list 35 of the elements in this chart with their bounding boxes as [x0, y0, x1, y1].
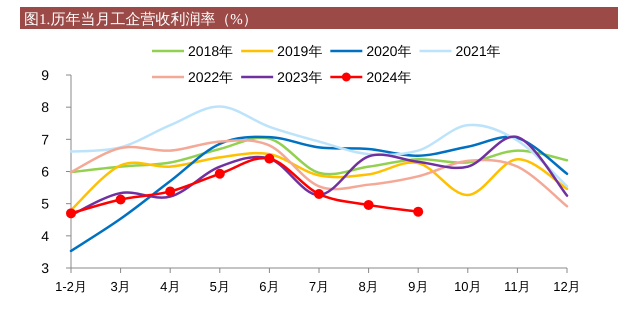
x-tick-label: 12月: [553, 279, 581, 294]
legend-label: 2020年: [366, 43, 412, 59]
x-tick-label: 10月: [454, 279, 482, 294]
legend-label: 2021年: [455, 43, 501, 59]
x-tick-label: 11月: [504, 279, 531, 294]
y-tick-label: 4: [41, 228, 50, 244]
point: [314, 189, 324, 200]
x-tick-label: 8月: [358, 279, 379, 294]
legend-label: 2018年: [188, 43, 234, 59]
legend-label: 2023年: [277, 69, 322, 85]
y-tick-label: 8: [41, 99, 50, 116]
point: [116, 194, 126, 204]
point: [165, 186, 176, 196]
y-tick-label: 7: [41, 131, 50, 148]
legend-label: 2022年: [188, 69, 234, 85]
x-tick-label: 3月: [110, 279, 131, 294]
point: [264, 154, 274, 164]
x-tick-label: 1-2月: [55, 279, 87, 294]
point: [66, 208, 76, 218]
x-tick-label: 6月: [259, 279, 280, 294]
point: [214, 168, 225, 179]
y-tick-label: 6: [41, 164, 50, 180]
x-tick-label: 4月: [160, 279, 180, 294]
x-tick-label: 5月: [210, 279, 230, 294]
point: [364, 200, 374, 210]
x-tick-label: 9月: [408, 279, 428, 294]
x-tick-label: 7月: [308, 279, 330, 294]
point: [413, 206, 424, 217]
legend-label: 2024年: [366, 69, 412, 85]
y-tick-label: 5: [41, 196, 50, 212]
chart-title: 图1.历年当月工企营收利润率（%）: [24, 11, 258, 28]
y-tick-label: 3: [41, 260, 50, 276]
y-tick-label: 9: [41, 67, 50, 83]
title: 图1.历年当月工企营收利润率（%）: [20, 7, 618, 29]
legend-label: 2019年: [277, 43, 322, 59]
